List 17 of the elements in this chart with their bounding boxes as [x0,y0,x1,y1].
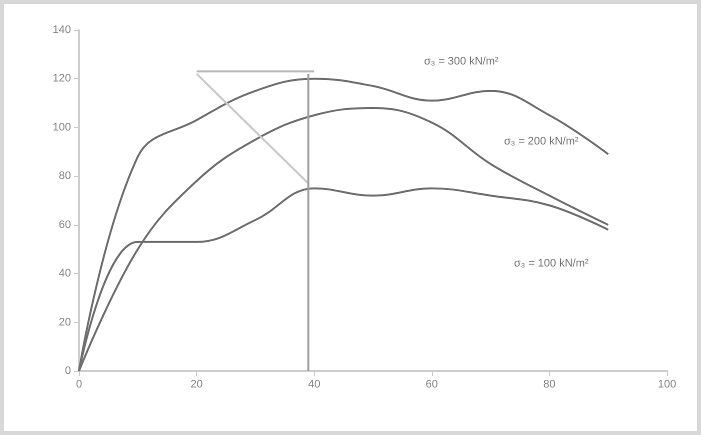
y-tick-label: 140 [52,24,71,36]
x-tick-label: 80 [543,378,556,390]
y-tick-label: 0 [64,365,71,377]
y-tick-label: 60 [58,218,71,231]
y-tick-label: 120 [52,72,71,85]
y-tick-label: 100 [52,121,71,134]
x-tick-label: 100 [658,378,676,390]
annotation: σ₃ = 300 kN/m² [424,56,499,68]
y-tick-label: 20 [58,316,71,328]
annotation: σ₃ = 200 kN/m² [504,136,579,148]
x-tick-label: 60 [426,378,438,390]
x-tick-label: 20 [190,378,203,390]
annotation: σ₃ = 100 kN/m² [514,258,589,270]
x-tick-label: 40 [308,378,320,390]
x-tick-label: 0 [76,378,82,390]
y-tick-label: 40 [58,268,71,280]
y-tick-label: 80 [58,170,71,182]
